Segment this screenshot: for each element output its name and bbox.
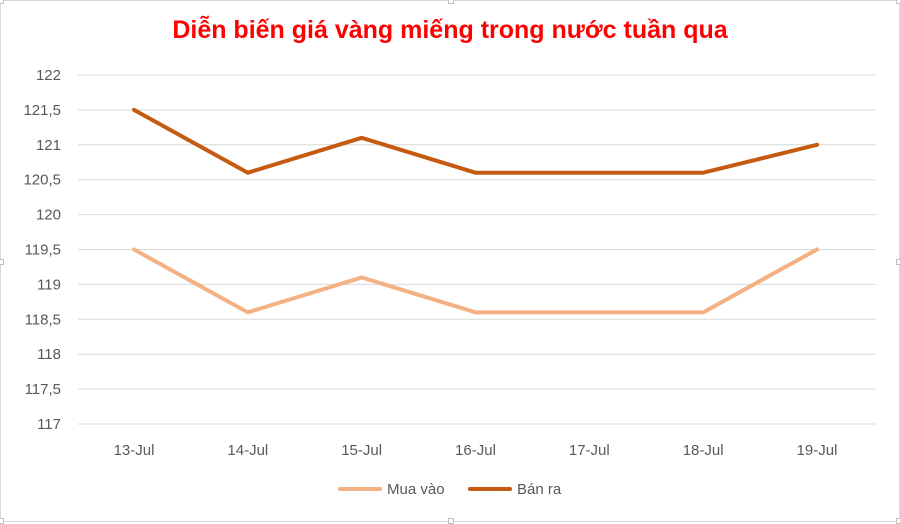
x-tick-label: 18-Jul <box>683 442 724 459</box>
y-tick-label: 121,5 <box>23 102 61 119</box>
series-lines <box>132 107 819 315</box>
y-tick-label: 117 <box>37 416 61 433</box>
legend-label: Bán ra <box>517 481 562 498</box>
y-tick-label: 122 <box>36 67 61 84</box>
x-tick-label: 16-Jul <box>455 442 496 459</box>
y-tick-label: 120 <box>36 207 61 224</box>
y-tick-label: 120,5 <box>23 172 61 189</box>
y-axis-tick-labels: 117 117,5 118 118,5 119 119,5 120 120,5 121 121,5… <box>23 67 61 433</box>
x-tick-label: 15-Jul <box>341 442 382 459</box>
y-tick-label: 119,5 <box>25 242 61 259</box>
resize-handle[interactable] <box>0 259 4 265</box>
x-tick-label: 19-Jul <box>797 442 838 459</box>
legend-label: Mua vào <box>387 481 445 498</box>
y-tick-label: 121 <box>36 137 61 154</box>
y-tick-label: 118 <box>37 346 61 363</box>
x-axis-tick-labels: 13-Jul 14-Jul 15-Jul 16-Jul 17-Jul 18-Jul 19-J… <box>114 442 838 459</box>
gridlines <box>78 74 876 425</box>
y-tick-label: 118,5 <box>25 311 61 328</box>
x-tick-label: 17-Jul <box>569 442 610 459</box>
resize-handle[interactable] <box>896 0 900 4</box>
resize-handle[interactable] <box>896 259 900 265</box>
resize-handle[interactable] <box>0 0 4 4</box>
x-tick-label: 13-Jul <box>114 442 155 459</box>
y-tick-label: 117,5 <box>25 381 61 398</box>
chart-title: Diễn biến giá vàng miếng trong nước tuần… <box>172 16 728 44</box>
series-line <box>132 247 819 315</box>
resize-handle[interactable] <box>448 0 454 4</box>
y-tick-label: 119 <box>37 276 61 293</box>
legend: Mua vào Bán ra <box>338 481 562 498</box>
series-line <box>132 107 819 175</box>
x-tick-label: 14-Jul <box>227 442 268 459</box>
